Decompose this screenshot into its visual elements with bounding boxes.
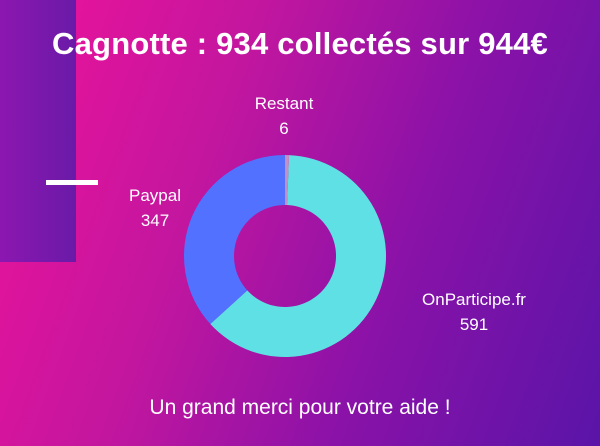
donut-slice-restant xyxy=(285,155,290,206)
thanks-message: Un grand merci pour votre aide ! xyxy=(149,396,451,419)
slice-label-restant-name: Restant xyxy=(254,94,314,113)
slice-label-restant: Restant 6 xyxy=(234,91,334,141)
slice-label-restant-value: 6 xyxy=(279,119,289,138)
chart-title: Cagnotte : 934 collectés sur 944€ xyxy=(52,26,548,61)
donut-slice-paypal xyxy=(183,154,285,325)
slice-label-paypal: Paypal 347 xyxy=(105,183,205,233)
slice-label-onparticipe: OnParticipe.fr 591 xyxy=(404,287,544,337)
donut-slice-onparticipe xyxy=(210,155,386,358)
decorative-side-panel xyxy=(0,0,76,262)
decorative-white-bar xyxy=(46,180,98,185)
slice-label-onparticipe-value: 591 xyxy=(459,315,489,334)
slice-label-onparticipe-name: OnParticipe.fr xyxy=(422,290,526,309)
slice-label-paypal-value: 347 xyxy=(140,211,170,230)
slice-label-paypal-name: Paypal xyxy=(129,186,181,205)
